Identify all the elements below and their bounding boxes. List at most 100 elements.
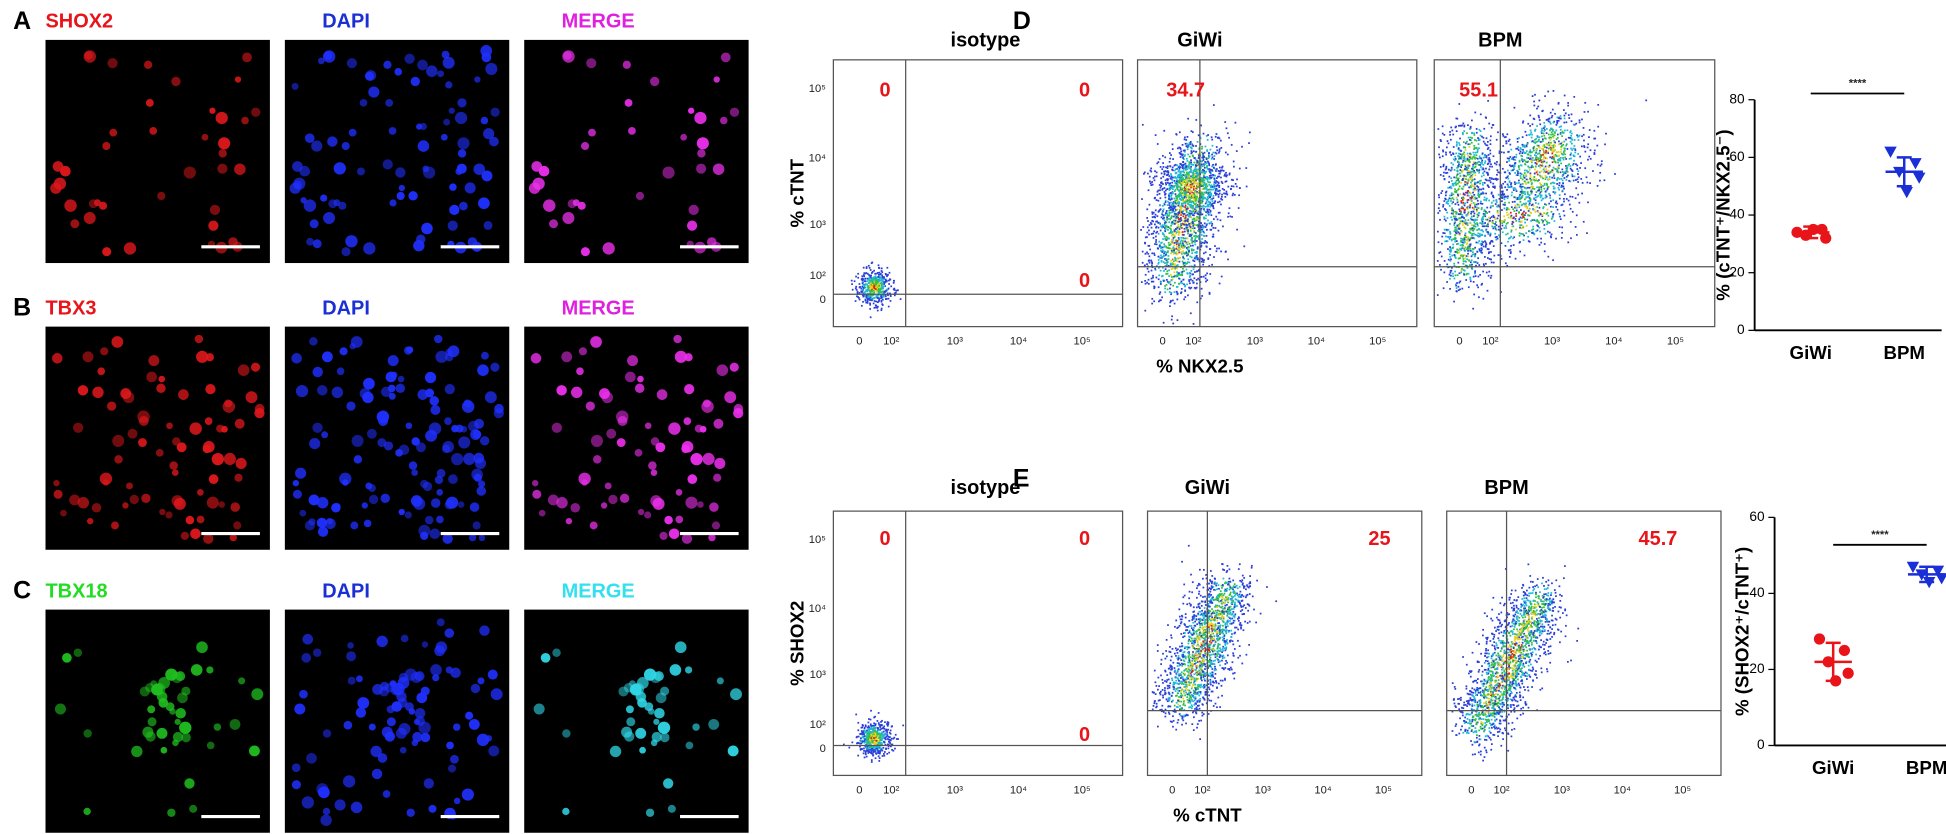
event	[1559, 133, 1562, 136]
event	[1447, 228, 1450, 231]
event	[1536, 195, 1539, 198]
event	[1164, 237, 1167, 240]
event	[1202, 226, 1205, 229]
event	[1189, 233, 1192, 236]
x-tick-label: 10⁵	[1369, 336, 1386, 348]
event	[865, 266, 868, 268]
event	[1478, 171, 1481, 174]
event	[1465, 175, 1467, 178]
event	[1468, 173, 1471, 176]
event	[1203, 209, 1206, 212]
event	[1454, 188, 1456, 191]
event	[1477, 143, 1480, 145]
event	[1599, 179, 1601, 182]
event	[1217, 181, 1220, 184]
event	[1474, 196, 1477, 199]
event	[1213, 179, 1216, 182]
event	[1469, 264, 1471, 266]
event	[1456, 173, 1459, 176]
event	[1144, 264, 1146, 267]
event	[1213, 155, 1216, 157]
nucleus	[321, 431, 329, 439]
event	[1467, 255, 1470, 258]
event	[1157, 262, 1160, 265]
event	[1231, 194, 1234, 197]
event	[1195, 270, 1198, 273]
event	[865, 272, 868, 274]
event	[1453, 169, 1456, 171]
event	[1221, 169, 1224, 172]
nucleus	[83, 807, 91, 816]
event	[1225, 190, 1228, 193]
event	[1184, 289, 1187, 292]
event	[1467, 244, 1470, 247]
event	[1536, 186, 1538, 189]
event	[1186, 184, 1189, 187]
event	[880, 309, 883, 312]
event	[1185, 196, 1188, 199]
nucleus	[406, 346, 414, 354]
event	[1179, 226, 1182, 228]
event	[1439, 251, 1442, 253]
event	[869, 294, 872, 297]
event	[1599, 171, 1602, 174]
event	[1189, 210, 1191, 213]
event	[1556, 166, 1559, 169]
nucleus	[481, 170, 493, 182]
event	[1206, 208, 1209, 211]
event	[1146, 251, 1148, 254]
event	[1152, 211, 1155, 214]
event	[1515, 190, 1518, 192]
event	[1489, 149, 1492, 152]
nucleus	[302, 633, 314, 645]
event	[1176, 271, 1179, 274]
event	[1549, 171, 1551, 174]
event	[1486, 206, 1489, 209]
event	[1493, 254, 1496, 257]
event	[1160, 172, 1163, 175]
event	[1208, 203, 1211, 206]
event	[1500, 151, 1503, 154]
nucleus	[230, 502, 240, 512]
event	[1192, 195, 1195, 198]
event	[1186, 172, 1189, 175]
event	[1188, 190, 1191, 193]
event	[1185, 210, 1188, 213]
event	[1153, 300, 1156, 303]
event	[1515, 209, 1518, 212]
event	[1206, 178, 1209, 181]
event	[874, 288, 877, 290]
nucleus	[389, 199, 397, 207]
event	[1189, 140, 1192, 143]
nucleus	[73, 648, 83, 657]
event	[1190, 286, 1193, 289]
event	[1202, 178, 1205, 181]
event	[1200, 222, 1203, 224]
event	[1497, 214, 1500, 217]
event	[1531, 133, 1533, 136]
event	[1190, 171, 1192, 173]
nucleus	[73, 422, 84, 433]
event	[1472, 219, 1475, 222]
event	[1178, 192, 1181, 195]
event	[1556, 120, 1559, 122]
event	[872, 281, 874, 284]
nucleus	[250, 362, 261, 372]
event	[1204, 187, 1207, 190]
event	[1158, 222, 1161, 225]
event	[1460, 237, 1462, 240]
event	[1445, 228, 1448, 231]
event	[1169, 205, 1172, 208]
event	[1248, 142, 1250, 144]
event	[1551, 152, 1554, 155]
event	[1174, 256, 1176, 259]
event	[1175, 251, 1178, 253]
nucleus	[391, 701, 403, 712]
event	[1480, 283, 1483, 286]
event	[1178, 179, 1181, 182]
event	[1191, 193, 1194, 196]
event	[1230, 178, 1233, 181]
event	[1461, 238, 1464, 240]
event	[1476, 169, 1479, 172]
event	[1195, 168, 1198, 171]
